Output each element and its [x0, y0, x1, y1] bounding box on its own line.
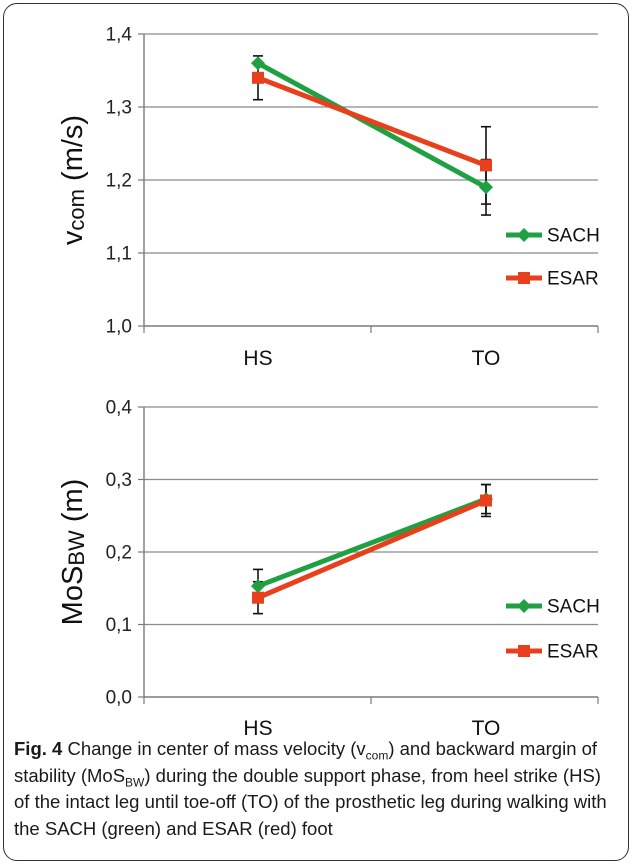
- legend-marker-esar: [518, 272, 530, 284]
- y-axis-title-unit: (m/s): [57, 115, 89, 189]
- data-point-esar: [252, 71, 264, 84]
- y-tick-label: 1,0: [106, 317, 132, 338]
- y-tick-label: 1,2: [106, 171, 132, 192]
- y-axis-title-sub: com: [64, 189, 89, 231]
- y-tick-label: 1,4: [106, 25, 133, 46]
- series-line-sach: [255, 60, 489, 190]
- data-point-esar: [480, 494, 492, 507]
- figure-frame: [3, 3, 629, 861]
- data-point-sach: [479, 180, 493, 195]
- legend-label-esar: ESAR: [547, 642, 599, 663]
- y-tick-label: 0,3: [106, 470, 132, 491]
- y-tick-label: 0,1: [106, 615, 132, 636]
- caption-fig-label: Fig. 4: [14, 738, 63, 759]
- caption-text-2: ) and backward margin of stability (MoS: [14, 738, 598, 786]
- y-axis-title: MoSBW (m): [57, 479, 89, 626]
- legend-marker-sach: [517, 599, 531, 613]
- y-tick-label: 0,2: [106, 543, 132, 564]
- series-line-esar: [255, 498, 489, 601]
- caption-sub-1: com: [365, 748, 389, 763]
- y-axis-title-main: MoS: [57, 566, 89, 626]
- figure-caption: Fig. 4 Change in center of mass velocity…: [14, 736, 618, 842]
- caption-text-1: Change in center of mass velocity (v: [62, 738, 366, 759]
- legend-marker-esar: [518, 645, 530, 657]
- data-point-sach: [251, 579, 265, 594]
- caption-sub-2: BW: [125, 775, 145, 790]
- y-axis-title: vcom (m/s): [57, 115, 89, 245]
- y-tick-label: 1,1: [106, 244, 132, 265]
- chart-2: 0,0 0,1 0,2 0,3 0,4 HS TO MoSBW (m) SACH ESAR: [57, 398, 600, 741]
- legend-label-esar: ESAR: [547, 269, 599, 290]
- y-tick-label: 1,3: [106, 98, 132, 119]
- chart-1: 1,0 1,1 1,2 1,3 1,4 HS TO vcom (m/s) SACH ESAR: [57, 25, 600, 371]
- y-tick-label: 0,4: [106, 398, 133, 419]
- caption-text-3: ) during the double support phase, from …: [14, 764, 607, 839]
- legend-label-sach: SACH: [547, 597, 600, 618]
- x-tick-label: TO: [472, 717, 501, 740]
- y-axis-title-main: v: [57, 230, 89, 245]
- legend-marker-sach: [517, 228, 531, 242]
- y-tick-label: 0,0: [106, 688, 132, 709]
- x-tick-label: HS: [243, 347, 272, 370]
- x-tick-label: TO: [472, 347, 501, 370]
- data-point-esar: [480, 159, 492, 172]
- data-point-sach: [251, 56, 265, 71]
- y-axis-title-unit: (m): [57, 479, 89, 531]
- series-line-sach: [255, 496, 489, 589]
- legend-label-sach: SACH: [547, 226, 600, 247]
- x-tick-label: HS: [243, 717, 272, 740]
- series-line-esar: [255, 75, 489, 168]
- y-axis-title-sub: BW: [64, 530, 89, 566]
- data-point-esar: [252, 591, 264, 604]
